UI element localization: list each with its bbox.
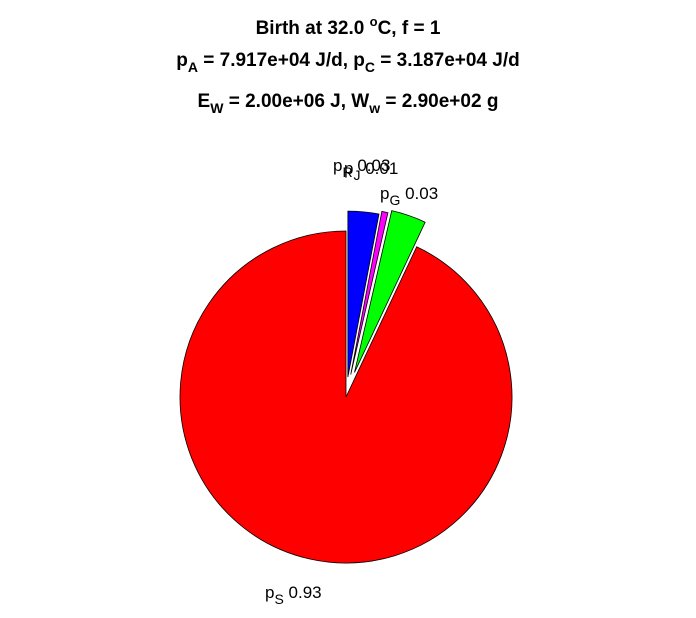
slice-p-j (350, 210, 389, 375)
slice-p-r (347, 210, 380, 378)
label-p-g: pG 0.03 (380, 184, 438, 208)
slice-p-s (179, 230, 513, 564)
pie-slices (179, 210, 513, 564)
title-line-2: pA = 7.917e+04 J/d, pC = 3.187e+04 J/d (176, 50, 519, 75)
label-p-j: pJ 0.01 (344, 159, 398, 183)
label-p-s: pS 0.93 (265, 583, 322, 607)
title-line-1: Birth at 32.0 oC, f = 1 (256, 14, 441, 39)
title-line-3: EW = 2.00e+06 J, Ww = 2.90e+02 g (198, 91, 499, 116)
slice-p-g (354, 210, 426, 373)
label-p-r: pR 0.03 (333, 156, 390, 180)
chart-title: Birth at 32.0 oC, f = 1 pA = 7.917e+04 J… (176, 14, 519, 116)
